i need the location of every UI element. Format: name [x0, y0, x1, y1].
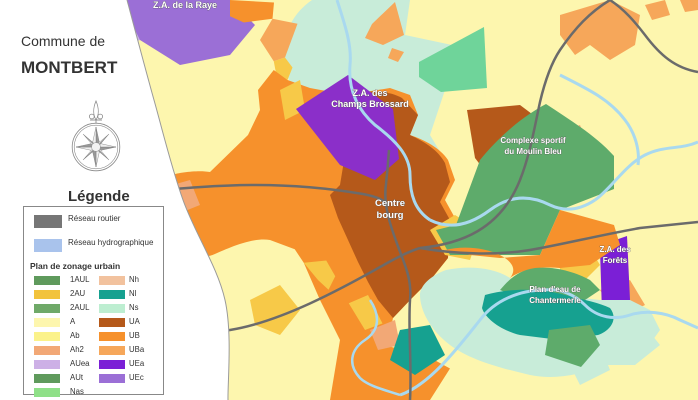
- svg-text:Forêts: Forêts: [603, 256, 628, 265]
- svg-text:du Moulin Bleu: du Moulin Bleu: [504, 147, 561, 156]
- svg-text:bourg: bourg: [377, 210, 404, 221]
- svg-text:Centre: Centre: [375, 198, 405, 209]
- svg-text:Complexe sportif: Complexe sportif: [500, 136, 566, 145]
- svg-text:Plan d'eau de: Plan d'eau de: [529, 285, 581, 294]
- svg-text:Z.A. des: Z.A. des: [352, 88, 387, 98]
- svg-text:Z.A. de la Raye: Z.A. de la Raye: [153, 0, 217, 10]
- svg-text:Champs Brossard: Champs Brossard: [331, 99, 409, 109]
- svg-text:Z.A. des: Z.A. des: [599, 245, 631, 254]
- svg-text:Chantermerle: Chantermerle: [529, 296, 581, 305]
